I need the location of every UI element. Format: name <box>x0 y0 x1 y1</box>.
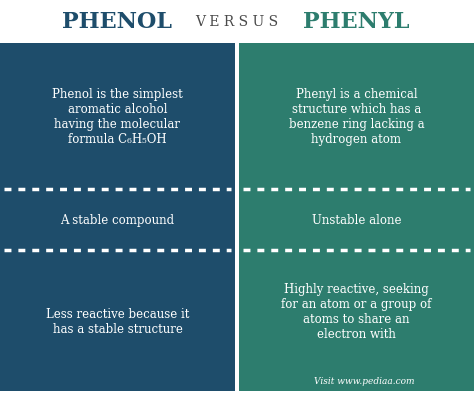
Text: Unstable alone: Unstable alone <box>312 213 401 227</box>
Text: Highly reactive, seeking
for an atom or a group of
atoms to share an
electron wi: Highly reactive, seeking for an atom or … <box>281 282 432 340</box>
Text: Phenol is the simplest
aromatic alcohol
having the molecular
formula C₆H₅OH: Phenol is the simplest aromatic alcohol … <box>52 88 183 146</box>
FancyBboxPatch shape <box>0 190 235 250</box>
FancyBboxPatch shape <box>239 250 474 391</box>
Text: V E R S U S: V E R S U S <box>195 15 279 29</box>
Text: Visit www.pediaa.com: Visit www.pediaa.com <box>314 377 415 386</box>
FancyBboxPatch shape <box>239 44 474 190</box>
Text: PHENYL: PHENYL <box>303 11 410 33</box>
FancyBboxPatch shape <box>0 250 235 391</box>
Text: Phenyl is a chemical
structure which has a
benzene ring lacking a
hydrogen atom: Phenyl is a chemical structure which has… <box>289 88 424 146</box>
FancyBboxPatch shape <box>239 190 474 250</box>
FancyBboxPatch shape <box>0 44 235 190</box>
Text: A stable compound: A stable compound <box>61 213 174 227</box>
Text: PHENOL: PHENOL <box>63 11 173 33</box>
Text: Less reactive because it
has a stable structure: Less reactive because it has a stable st… <box>46 307 189 335</box>
